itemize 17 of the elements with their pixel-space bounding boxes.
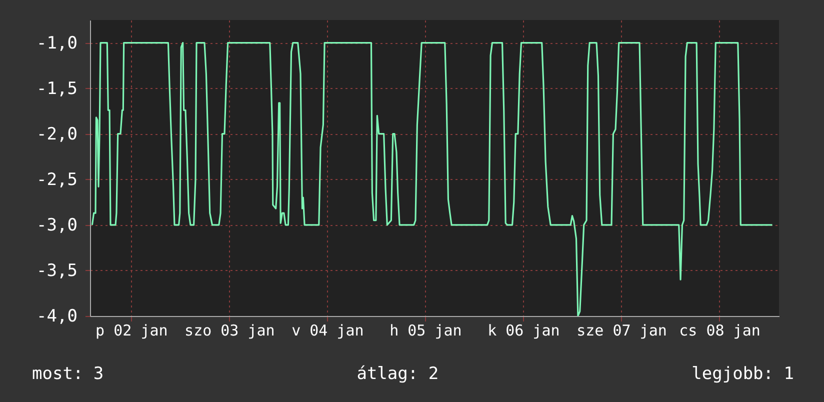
x-tick-label: v 04 jan: [292, 322, 364, 340]
text: legjobb: 1: [692, 364, 794, 384]
y-tick-label: -2,0: [36, 124, 78, 144]
y-tick-label: -4,0: [36, 306, 78, 326]
y-tick-label: -3,0: [36, 215, 78, 236]
x-tick-label: h 05 jan: [390, 322, 462, 340]
x-tick-label: p 02 jan: [96, 322, 168, 340]
text: most: 3: [32, 364, 104, 384]
x-tick-label: sze 07 jan: [576, 322, 667, 340]
x-tick-label: cs 08 jan: [679, 322, 760, 340]
x-tick-label: szo 03 jan: [184, 322, 275, 340]
y-tick-label: -2,5: [36, 170, 78, 190]
y-tick-label: -1,0: [36, 33, 78, 54]
text: átlag: 2: [356, 364, 439, 384]
y-tick-label: -3,5: [36, 260, 78, 281]
y-tick-label: -1,5: [36, 78, 78, 99]
x-tick-label: k 06 jan: [488, 322, 560, 340]
